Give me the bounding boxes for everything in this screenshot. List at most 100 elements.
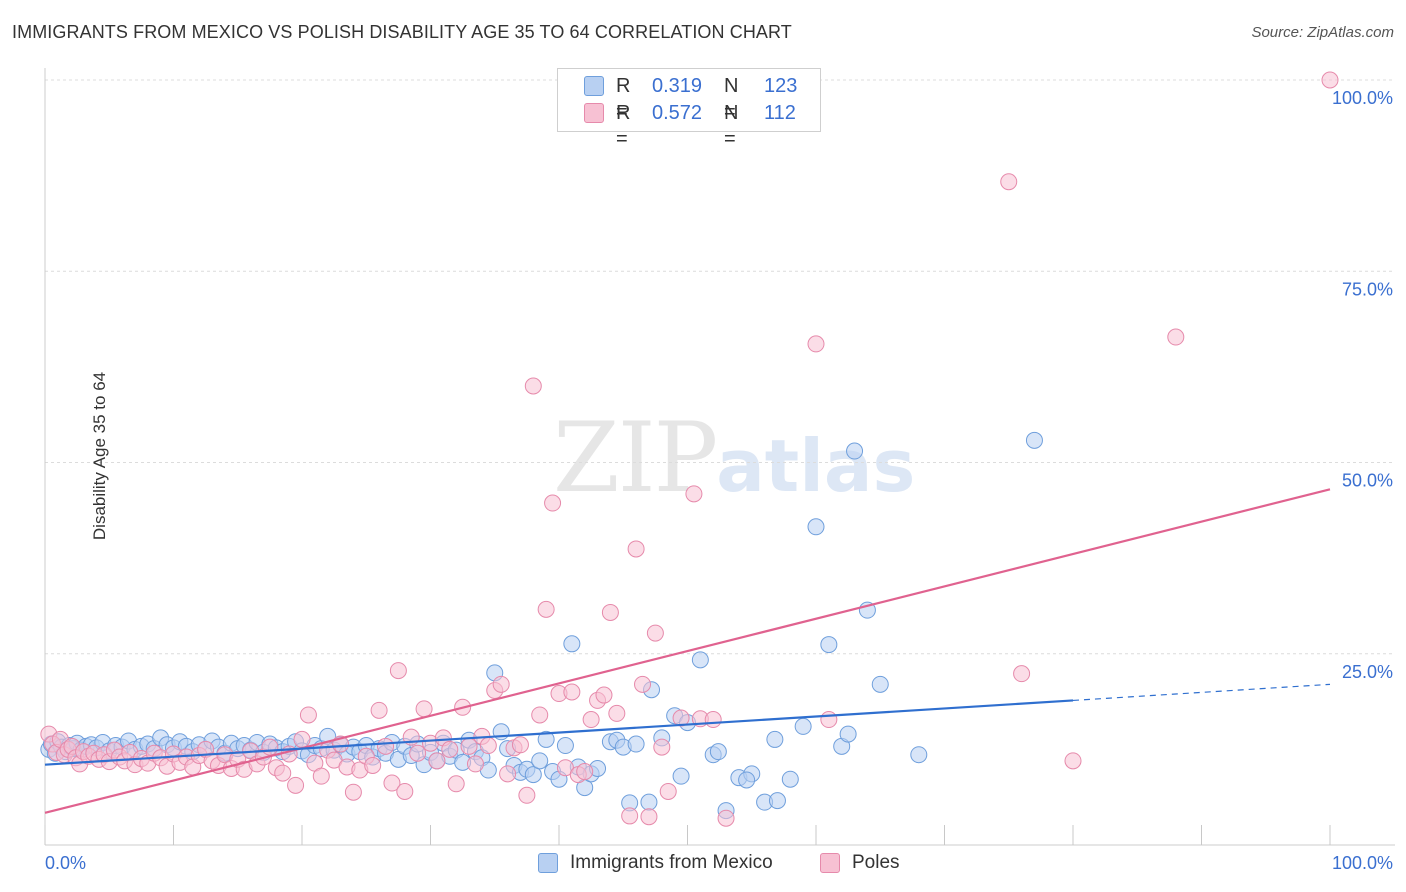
legend-n-label: N =: [724, 102, 739, 150]
poles-point: [608, 704, 626, 722]
poles-point: [807, 335, 825, 353]
legend-n-value: 112: [764, 102, 796, 124]
mexico-trend-line: [44, 699, 1074, 766]
poles-point: [646, 624, 664, 642]
legend-r-value: 0.572: [652, 102, 703, 124]
x-tick-label: 0.0%: [45, 853, 86, 873]
legend-r-label: R =: [616, 102, 631, 150]
poles-point: [659, 782, 677, 800]
poles-point: [274, 764, 292, 782]
mexico-point: [807, 518, 825, 536]
poles-point: [717, 809, 735, 827]
poles-point: [377, 737, 395, 755]
mexico-point: [640, 793, 658, 811]
poles-point: [287, 776, 305, 794]
poles-point: [621, 807, 639, 825]
poles-point: [820, 711, 838, 729]
mexico-point: [766, 730, 784, 748]
grid-lines: [45, 79, 1395, 655]
poles-point: [383, 774, 401, 792]
mexico-point: [820, 636, 838, 654]
poles-point: [447, 775, 465, 793]
poles-point: [479, 737, 497, 755]
legend-n-label: N =: [724, 75, 739, 123]
poles-point: [312, 767, 330, 785]
poles-point: [595, 686, 613, 704]
poles-point: [582, 711, 600, 729]
x-tick-label: 100.0%: [1332, 853, 1393, 873]
y-tick-label: 100.0%: [1332, 88, 1393, 108]
legend-n-value: 123: [764, 75, 798, 97]
chart-title: IMMIGRANTS FROM MEXICO VS POLISH DISABIL…: [12, 22, 792, 42]
mexico-point: [738, 771, 756, 789]
mexico-point: [672, 767, 690, 785]
bottom-legend-swatch-poles: [820, 853, 840, 873]
poles-point: [1000, 173, 1018, 191]
mexico-point: [839, 725, 857, 743]
axes: [44, 68, 1395, 846]
y-tick-label: 75.0%: [1342, 279, 1393, 299]
mexico-point: [556, 737, 574, 755]
legend-swatch-poles: [584, 103, 604, 123]
poles-point: [364, 756, 382, 774]
poles-point: [344, 783, 362, 801]
axis-ticks: [44, 825, 1331, 845]
y-axis-label: Disability Age 35 to 64: [90, 371, 110, 541]
poles-point: [409, 744, 427, 762]
poles-point: [1321, 71, 1339, 89]
mexico-point: [768, 792, 786, 810]
poles-point: [704, 711, 722, 729]
bottom-legend-swatch-mexico: [538, 853, 558, 873]
poles-point: [499, 765, 517, 783]
poles-point: [441, 740, 459, 758]
poles-point: [634, 675, 652, 693]
mexico-point: [627, 735, 645, 753]
series-poles-points: [40, 71, 1339, 827]
poles-point: [1064, 752, 1082, 770]
poles-point: [428, 752, 446, 770]
mexico-point: [1025, 431, 1043, 449]
poles-trend-line: [44, 488, 1331, 814]
poles-point: [492, 675, 510, 693]
poles-point: [396, 782, 414, 800]
poles-point: [524, 377, 542, 395]
legend-r-value: 0.319: [652, 75, 703, 97]
poles-point: [576, 763, 594, 781]
poles-point: [370, 701, 388, 719]
y-tick-label: 25.0%: [1342, 662, 1393, 682]
source-label: Source: ZipAtlas.com: [1251, 24, 1394, 41]
trend-lines: [44, 488, 1331, 814]
bottom-legend-label-poles: Poles: [852, 852, 900, 873]
poles-point: [640, 808, 658, 826]
mexico-point: [910, 746, 928, 764]
poles-point: [601, 603, 619, 621]
mexico-point: [846, 442, 864, 460]
poles-point: [261, 738, 279, 756]
poles-point: [1013, 665, 1031, 683]
poles-point: [653, 738, 671, 756]
poles-point: [531, 706, 549, 724]
mexico-point: [709, 743, 727, 761]
poles-point: [466, 755, 484, 773]
y-tick-label: 50.0%: [1342, 471, 1393, 491]
tick-labels: 25.0% 50.0% 75.0% 100.0% 0.0% 100.0%: [45, 88, 1393, 873]
legend-r-label: R =: [616, 75, 631, 123]
mexico-point: [524, 766, 542, 784]
poles-point: [299, 706, 317, 724]
poles-point: [563, 683, 581, 701]
poles-point: [511, 736, 529, 754]
bottom-legend-label-mexico: Immigrants from Mexico: [570, 852, 773, 873]
legend-swatch-mexico: [584, 76, 604, 96]
mexico-point: [794, 717, 812, 735]
poles-point: [537, 600, 555, 618]
poles-point: [415, 700, 433, 718]
mexico-point: [563, 635, 581, 653]
correlation-legend: R = 0.319 N = 123 R = 0.572 N = 112: [557, 68, 821, 150]
poles-point: [685, 485, 703, 503]
mexico-point: [781, 770, 799, 788]
watermark-atlas: atlas: [716, 424, 916, 508]
poles-point: [293, 730, 311, 748]
mexico-trend-extension: [1072, 683, 1331, 702]
poles-point: [627, 540, 645, 558]
